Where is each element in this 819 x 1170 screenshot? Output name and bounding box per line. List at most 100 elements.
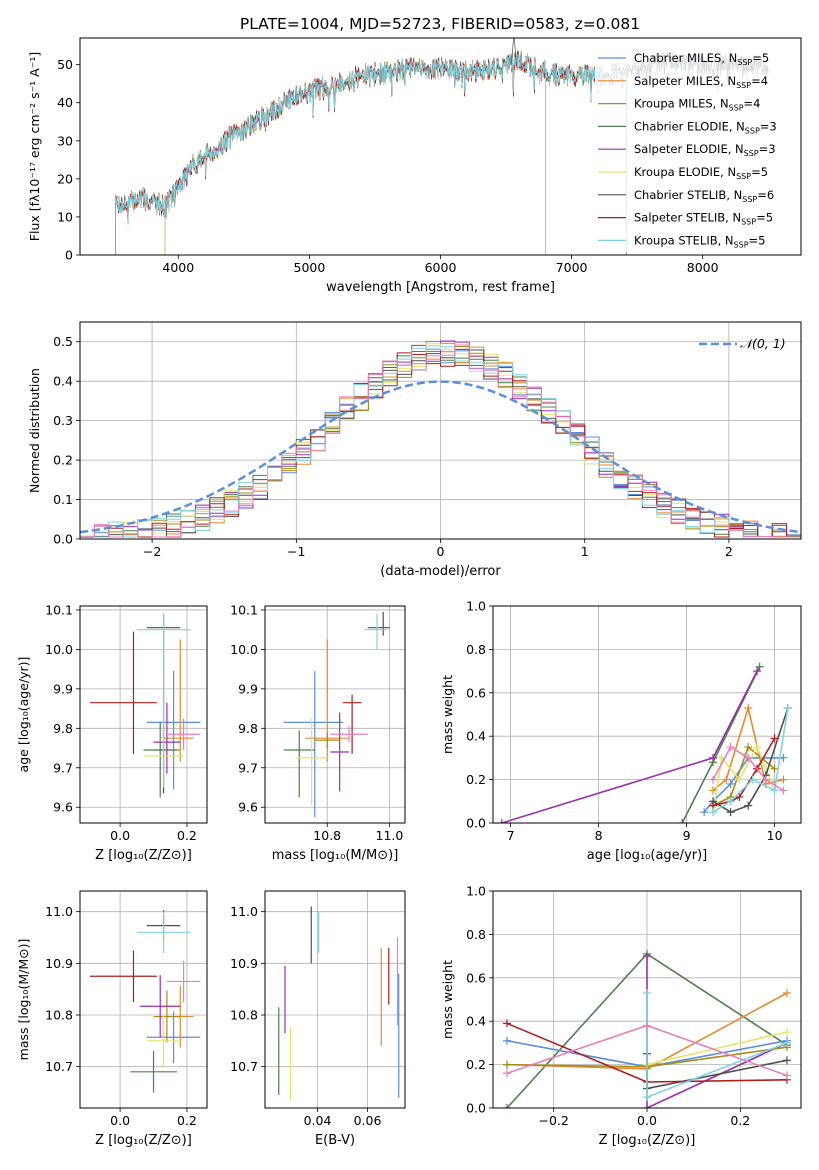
z-weight-xtick-label: 0.2 — [730, 1113, 750, 1128]
age-weight-ytick-label: 1.0 — [466, 599, 486, 614]
weight-marker — [709, 753, 717, 762]
weight-marker — [709, 786, 717, 795]
mass-age-frame — [264, 605, 406, 824]
errorbar-kroupa-miles — [314, 732, 340, 749]
z-mass-ytick-label: 10.9 — [45, 956, 73, 971]
errorbar-kroupa-stelib — [364, 613, 387, 650]
z-weight-xtick-label: 0.0 — [637, 1113, 657, 1128]
weight-marker — [643, 1093, 651, 1102]
weight-marker — [643, 952, 651, 961]
ebv-mass-background — [265, 891, 405, 1108]
histogram-pink — [80, 344, 801, 538]
mass-age-axes: 10.8 11.0 9.6 9.7 9.8 9.9 10.0 10.1 mass [log₁₀(… — [230, 602, 406, 863]
age-weight-xtick-label: 7 — [507, 828, 515, 843]
errorbar-salpeter-elodie — [140, 975, 181, 1038]
legend-label: Kroupa STELIB, NSSP=5 — [634, 233, 765, 249]
spectrum-line-kroupa-stelib — [115, 50, 627, 255]
weight-marker — [761, 775, 770, 784]
z-mass-ylabel: mass [log₁₀(M/M⊙)] — [16, 939, 31, 1061]
z-mass-ytick-label: 10.7 — [45, 1059, 73, 1074]
ebv-mass-ytick-label: 10.9 — [230, 956, 258, 971]
z-mass-xtick-label: 0.0 — [110, 1113, 130, 1128]
ebv-mass-ytick-label: 11.0 — [230, 904, 258, 919]
spectrum-ytick-label: 20 — [57, 171, 73, 186]
residuals-ytick-label: 0.1 — [53, 492, 73, 507]
z-age-frame — [79, 605, 208, 824]
age-weight-xlabel: age [log₁₀(age/yr)] — [587, 848, 708, 863]
ebv-mass-xlabel: E(B-V) — [315, 1133, 355, 1148]
mass-age-ytick-label: 10.1 — [230, 602, 258, 617]
age-weight-ytick-label: 0.6 — [466, 685, 486, 700]
errorbar-kroupa-miles — [153, 990, 181, 1043]
weight-marker — [709, 808, 717, 817]
mass-age-ytick-label: 9.9 — [238, 681, 258, 696]
residuals-xtick-label: −1 — [287, 544, 305, 559]
legend-bg — [595, 138, 799, 161]
weight-marker — [726, 797, 735, 806]
spectrum-ytick-label: 0 — [65, 248, 73, 263]
legend-label: Chabrier MILES, NSSP=5 — [634, 51, 769, 67]
z-age-ytick-label: 9.8 — [53, 721, 73, 736]
legend-label: Salpeter MILES, NSSP=4 — [634, 74, 768, 90]
weight-marker — [735, 775, 744, 784]
legend-bg — [595, 92, 799, 116]
weight-marker — [643, 988, 651, 997]
age-weight-plot-area — [497, 662, 792, 823]
z-mass-axes: 0.0 0.2 10.7 10.8 10.9 11.0 Z [log₁₀(Z/Z⊙)] mas… — [16, 890, 208, 1148]
weight-marker — [503, 1104, 511, 1108]
weight-marker — [779, 753, 788, 762]
mass-age-ytick-label: 9.7 — [238, 760, 258, 775]
age-weight-ytick-label: 0.8 — [466, 642, 486, 657]
z-weight-ytick-label: 1.0 — [466, 884, 486, 899]
z-weight-ytick-label: 0.0 — [466, 1101, 486, 1116]
residuals-ytick-label: 0.4 — [53, 374, 73, 389]
weight-marker — [503, 1060, 511, 1069]
mass-age-plot-area — [283, 611, 390, 818]
z-weight-xlabel: Z [log₁₀(Z/Z⊙)] — [599, 1133, 696, 1148]
residuals-ytick-label: 0.3 — [53, 413, 73, 428]
spectrum-xtick-label: 6000 — [425, 260, 457, 275]
z-weight-xtick-label: −0.2 — [538, 1113, 568, 1128]
z-age-xtick-label: 0.0 — [110, 828, 130, 843]
z-age-ytick-label: 10.1 — [45, 602, 73, 617]
weight-marker — [643, 1104, 651, 1108]
z-mass-background — [80, 891, 207, 1108]
errorbar-salpeter-stelib — [90, 950, 157, 1003]
age-weight-xtick-label: 8 — [595, 828, 603, 843]
gaussian-legend-label: 𝒩(0, 1) — [740, 336, 786, 351]
z-mass-frame — [79, 890, 208, 1109]
legend-bg — [595, 206, 799, 230]
residuals-xtick-label: 1 — [581, 544, 589, 559]
weight-marker — [503, 1069, 511, 1078]
mass-age-xtick-label: 11.0 — [376, 828, 404, 843]
spectrum-xtick-label: 7000 — [556, 260, 588, 275]
errorbar-pink — [166, 718, 201, 751]
errorbar-salpeter-miles — [163, 639, 194, 762]
weight-marker — [783, 988, 791, 997]
age-weight-ylabel: mass weight — [440, 675, 455, 754]
z-age-xlabel: Z [log₁₀(Z/Z⊙)] — [95, 848, 192, 863]
legend-label: Chabrier STELIB, NSSP=6 — [634, 188, 774, 204]
weight-marker — [503, 1036, 511, 1045]
errorbar-chabrier-elodie — [283, 730, 315, 798]
legend-bg — [595, 115, 799, 139]
z-mass-xlabel: Z [log₁₀(Z/Z⊙)] — [95, 1133, 192, 1148]
z-age-axes: 0.0 0.2 9.6 9.7 9.8 9.9 10.0 10.1 Z [log₁₀(Z/Z⊙)… — [16, 602, 208, 863]
ebv-mass-frame — [264, 890, 406, 1109]
spectrum-xtick-label: 4000 — [162, 260, 194, 275]
errorbar-chabrier-miles — [146, 1011, 201, 1064]
weight-marker — [770, 764, 779, 773]
z-weight-plot-area — [503, 949, 791, 1108]
weight-marker — [753, 667, 761, 676]
errorbar-salpeter-elodie — [153, 702, 181, 774]
z-age-background — [80, 606, 207, 823]
residuals-xlabel: (data-model)/error — [380, 564, 501, 579]
weight-marker — [497, 819, 506, 823]
z-age-ytick-label: 9.7 — [53, 760, 73, 775]
age-weight-background — [493, 606, 801, 823]
residuals-ytick-label: 0.5 — [53, 334, 73, 349]
weight-marker — [783, 1038, 791, 1047]
legend-label: Salpeter STELIB, NSSP=5 — [634, 211, 773, 227]
errorbar-kroupa-stelib — [136, 613, 191, 788]
legend-bg — [595, 161, 799, 184]
